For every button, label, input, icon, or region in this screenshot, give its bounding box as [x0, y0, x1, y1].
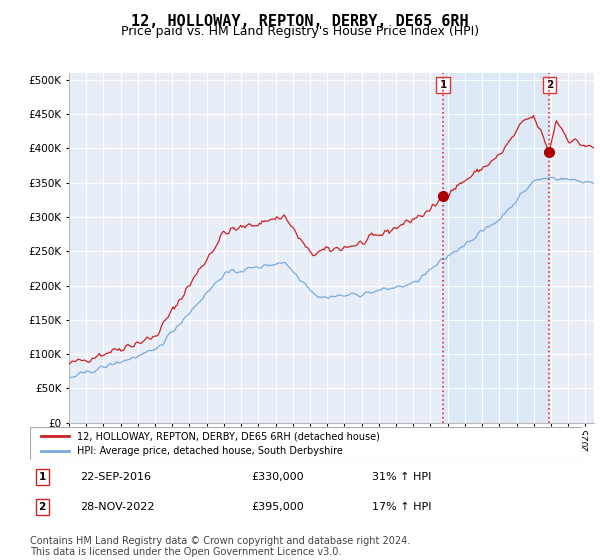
Text: 31% ↑ HPI: 31% ↑ HPI [372, 472, 431, 482]
Text: 1: 1 [38, 472, 46, 482]
Text: 12, HOLLOWAY, REPTON, DERBY, DE65 6RH (detached house): 12, HOLLOWAY, REPTON, DERBY, DE65 6RH (d… [77, 431, 380, 441]
Text: 22-SEP-2016: 22-SEP-2016 [80, 472, 151, 482]
Text: 1: 1 [439, 80, 446, 90]
Text: 12, HOLLOWAY, REPTON, DERBY, DE65 6RH: 12, HOLLOWAY, REPTON, DERBY, DE65 6RH [131, 14, 469, 29]
Text: £395,000: £395,000 [251, 502, 304, 512]
Text: Price paid vs. HM Land Registry's House Price Index (HPI): Price paid vs. HM Land Registry's House … [121, 25, 479, 38]
Text: 28-NOV-2022: 28-NOV-2022 [80, 502, 154, 512]
Text: £330,000: £330,000 [251, 472, 304, 482]
Text: 2: 2 [38, 502, 46, 512]
Text: 2: 2 [546, 80, 553, 90]
Bar [443, 73, 550, 423]
Text: 17% ↑ HPI: 17% ↑ HPI [372, 502, 432, 512]
Text: HPI: Average price, detached house, South Derbyshire: HPI: Average price, detached house, Sout… [77, 446, 343, 456]
Text: Contains HM Land Registry data © Crown copyright and database right 2024.
This d: Contains HM Land Registry data © Crown c… [30, 535, 410, 557]
